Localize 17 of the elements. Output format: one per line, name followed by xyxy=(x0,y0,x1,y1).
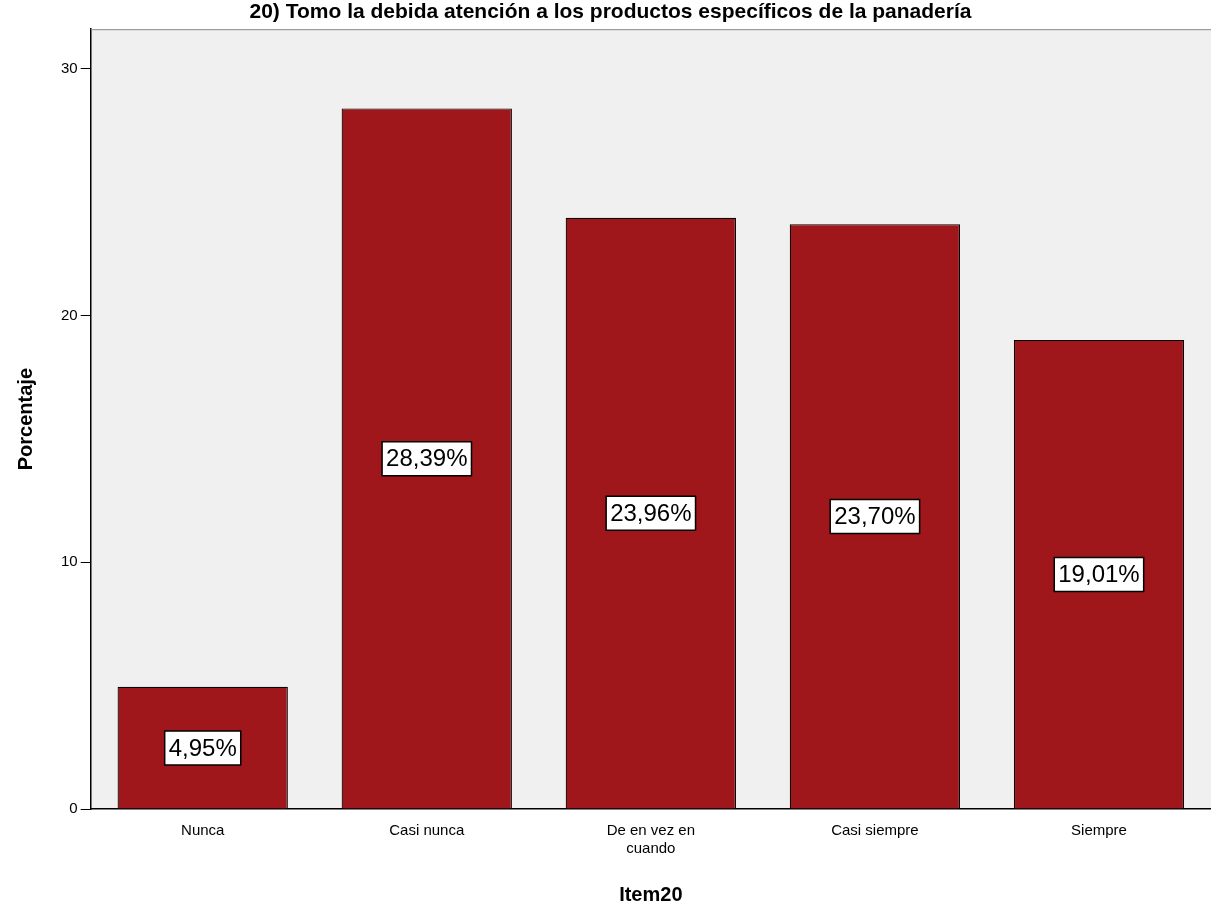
data-label: 4,95% xyxy=(168,733,237,761)
x-axis-title: Item20 xyxy=(619,882,683,905)
y-tick-label: 20 xyxy=(61,305,78,323)
y-axis-title: Porcentaje xyxy=(13,367,36,471)
y-tick-label: 30 xyxy=(61,58,78,76)
data-label: 23,96% xyxy=(610,498,692,526)
x-tick-label: Casi nunca xyxy=(389,821,465,839)
x-tick-label: Casi siempre xyxy=(831,821,919,839)
x-tick-label: Siempre xyxy=(1071,821,1127,839)
data-label: 23,70% xyxy=(834,502,916,530)
data-label: 19,01% xyxy=(1058,560,1140,588)
x-tick-label: De en vez en cuando xyxy=(606,821,696,857)
x-tick-label: Nunca xyxy=(181,821,226,839)
data-label: 28,39% xyxy=(386,444,468,472)
y-tick-label: 10 xyxy=(61,552,78,570)
chart-title: 20) Tomo la debida atención a los productos específicos de la panadería xyxy=(249,0,972,23)
y-tick-label: 0 xyxy=(69,799,78,817)
